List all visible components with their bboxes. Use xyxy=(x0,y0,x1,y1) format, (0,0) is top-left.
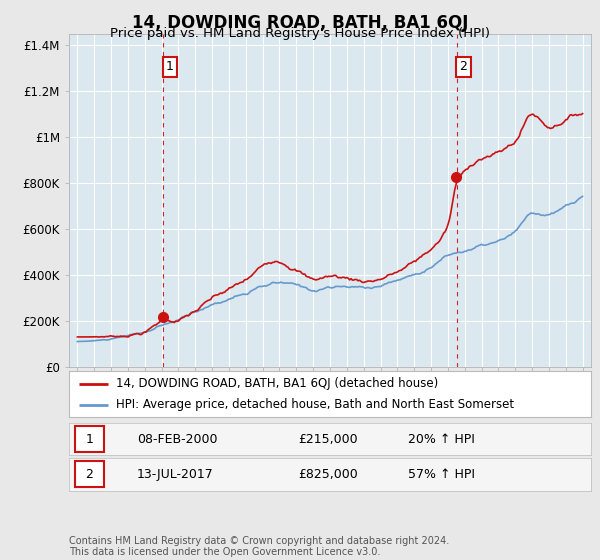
Text: 13-JUL-2017: 13-JUL-2017 xyxy=(137,468,214,481)
FancyBboxPatch shape xyxy=(75,461,104,487)
Text: HPI: Average price, detached house, Bath and North East Somerset: HPI: Average price, detached house, Bath… xyxy=(116,398,514,411)
Text: 1: 1 xyxy=(85,432,93,446)
Text: 57% ↑ HPI: 57% ↑ HPI xyxy=(409,468,475,481)
Text: 2: 2 xyxy=(85,468,93,481)
Text: £825,000: £825,000 xyxy=(299,468,358,481)
Text: Price paid vs. HM Land Registry's House Price Index (HPI): Price paid vs. HM Land Registry's House … xyxy=(110,27,490,40)
Text: 20% ↑ HPI: 20% ↑ HPI xyxy=(409,432,475,446)
Text: 14, DOWDING ROAD, BATH, BA1 6QJ: 14, DOWDING ROAD, BATH, BA1 6QJ xyxy=(132,14,468,32)
Text: Contains HM Land Registry data © Crown copyright and database right 2024.
This d: Contains HM Land Registry data © Crown c… xyxy=(69,535,449,557)
Text: 2: 2 xyxy=(460,60,467,73)
Text: 1: 1 xyxy=(166,60,173,73)
Text: 14, DOWDING ROAD, BATH, BA1 6QJ (detached house): 14, DOWDING ROAD, BATH, BA1 6QJ (detache… xyxy=(116,377,438,390)
FancyBboxPatch shape xyxy=(75,426,104,452)
Text: 08-FEB-2000: 08-FEB-2000 xyxy=(137,432,217,446)
Text: £215,000: £215,000 xyxy=(299,432,358,446)
